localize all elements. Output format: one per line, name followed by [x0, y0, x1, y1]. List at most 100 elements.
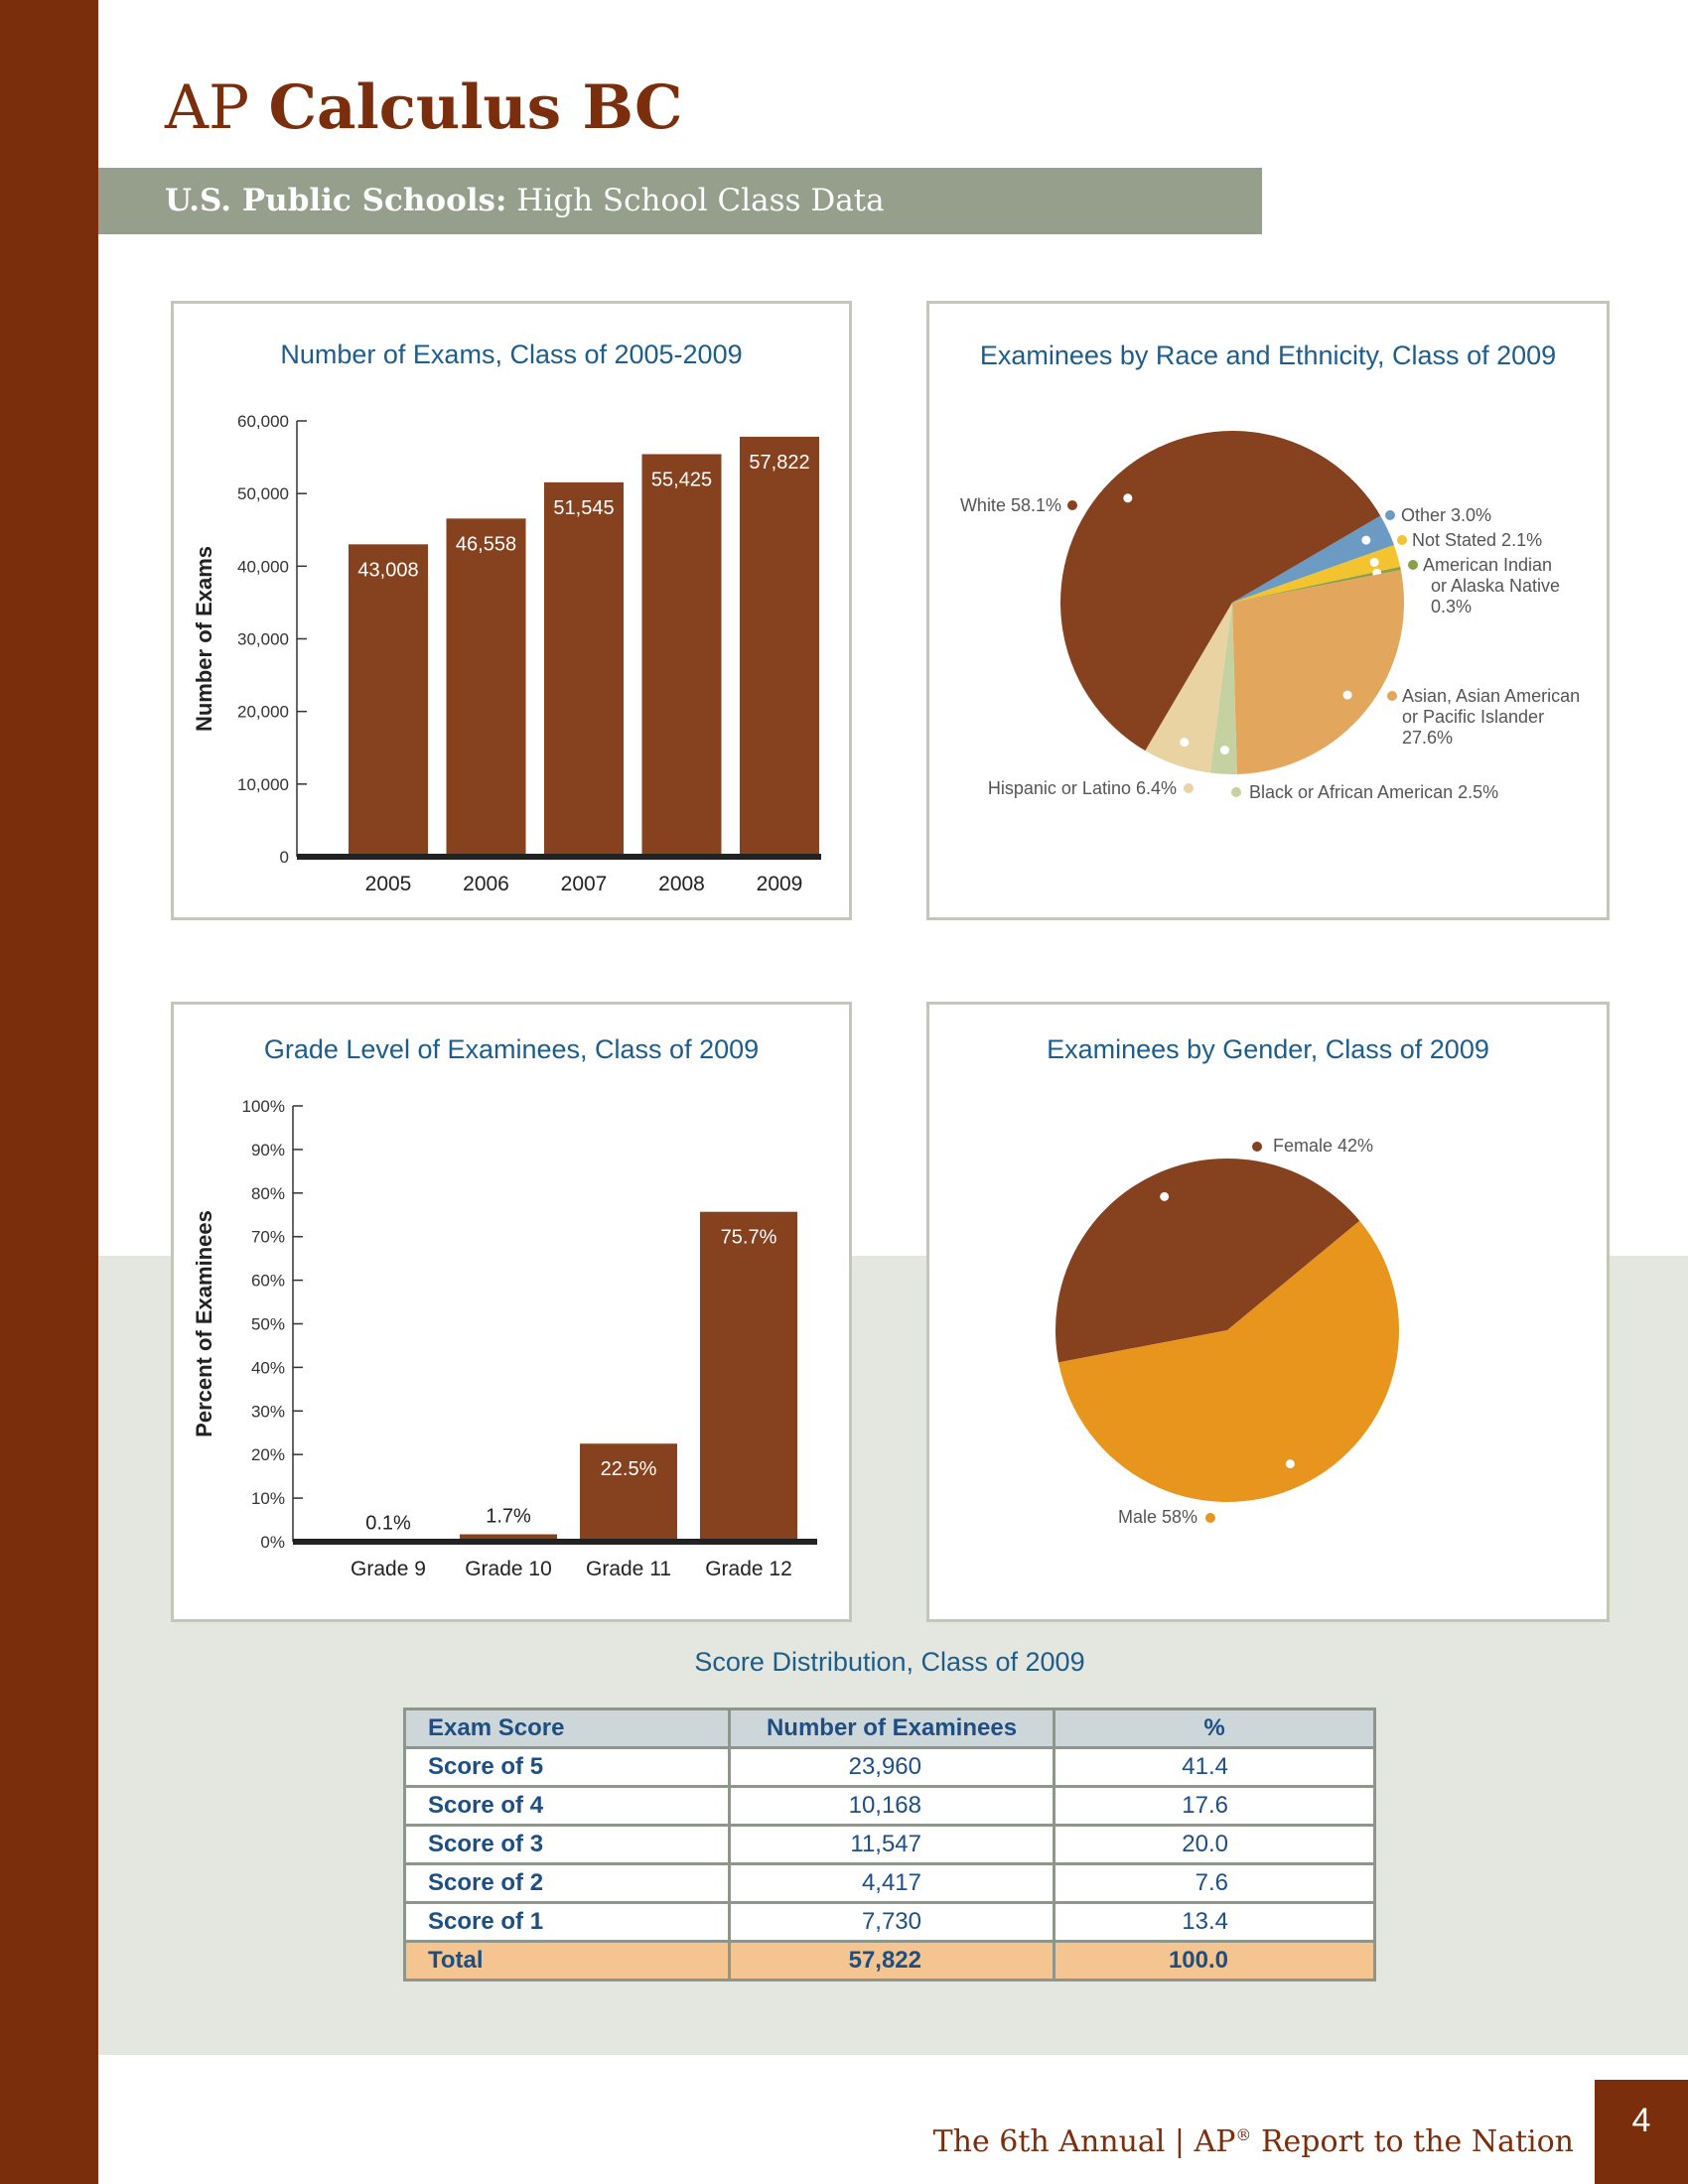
pie-slice — [1232, 570, 1404, 774]
slice-marker — [1123, 493, 1133, 503]
title-main: Calculus BC — [268, 72, 683, 143]
legend-dot — [1205, 1513, 1215, 1523]
x-tick-label: Grade 11 — [586, 1558, 671, 1580]
y-tick-label: 60% — [251, 1272, 285, 1291]
pie-slice — [1209, 603, 1237, 774]
y-tick-label: 10% — [251, 1489, 285, 1508]
table-row: Score of 5 23,960 41.4 — [403, 1746, 1376, 1788]
y-tick-label: 30,000 — [237, 630, 289, 649]
legend-dot — [1184, 783, 1194, 793]
table-row: Score of 1 7,730 13.4 — [403, 1901, 1376, 1943]
slice-label: Female 42% — [1273, 1136, 1373, 1156]
pie-slice — [1232, 515, 1394, 603]
column-header: % — [1053, 1707, 1376, 1749]
y-tick-label: 90% — [251, 1141, 285, 1160]
bar — [700, 1211, 797, 1542]
y-tick-label: 20% — [251, 1445, 285, 1464]
subtitle-rest: High School Class Data — [516, 183, 885, 218]
report-footer: The 6th Annual | AP® Report to the Natio… — [933, 2124, 1574, 2159]
page-title: AP Calculus BC — [165, 77, 683, 138]
y-tick-label: 10,000 — [237, 775, 289, 794]
bar — [544, 481, 624, 857]
table-cell: 11,547 — [728, 1824, 1055, 1865]
bar — [349, 544, 428, 857]
y-tick-label: 100% — [242, 1097, 285, 1116]
slice-marker — [1160, 1191, 1170, 1201]
gender-chart-panel: Examinees by Gender, Class of 2009 Femal… — [926, 1002, 1610, 1622]
bar-value-label: 1.7% — [486, 1506, 531, 1528]
legend-dot — [1408, 560, 1418, 570]
pie-slice — [1055, 1159, 1360, 1363]
bar — [580, 1443, 677, 1542]
bar-value-label: 46,558 — [456, 533, 516, 555]
slice-label: American Indian — [1423, 555, 1552, 575]
legend-dot — [1067, 500, 1077, 510]
footer-part2: Report to the Nation — [1251, 2124, 1574, 2159]
exams-chart-title: Number of Exams, Class of 2005-2009 — [280, 340, 743, 369]
bar — [740, 436, 819, 857]
y-tick-label: 30% — [251, 1402, 285, 1421]
table-cell: 57,822 — [728, 1940, 1055, 1981]
slice-label: Male 58% — [1118, 1507, 1197, 1527]
slice-label: 27.6% — [1402, 728, 1453, 748]
page-subtitle: U.S. Public Schools: High School Class D… — [165, 184, 885, 217]
y-tick-label: 40,000 — [237, 557, 289, 576]
legend-dot — [1231, 787, 1241, 797]
subtitle-bold: U.S. Public Schools: — [165, 183, 507, 218]
slice-marker — [1342, 690, 1352, 700]
page-number: 4 — [1595, 2080, 1688, 2184]
slice-label: or Pacific Islander — [1402, 707, 1544, 727]
table-cell: 10,168 — [728, 1785, 1055, 1827]
title-prefix: AP — [165, 72, 250, 143]
bar — [446, 518, 526, 857]
left-color-bar — [0, 0, 98, 2184]
table-cell: 23,960 — [728, 1746, 1055, 1788]
x-axis-baseline — [297, 854, 821, 860]
column-header: Exam Score — [403, 1707, 731, 1749]
y-axis-title: Number of Exams — [192, 546, 216, 732]
slice-label: White 58.1% — [960, 495, 1061, 515]
bar — [641, 454, 722, 857]
y-tick-label: 20,000 — [237, 703, 289, 722]
table-cell: 4,417 — [728, 1862, 1055, 1904]
gender-chart-title: Examinees by Gender, Class of 2009 — [1047, 1034, 1489, 1064]
y-tick-label: 60,000 — [237, 412, 289, 431]
bar-value-label: 0.1% — [365, 1513, 411, 1535]
x-tick-label: Grade 10 — [465, 1558, 552, 1580]
exams-chart-panel: Number of Exams, Class of 2005-2009 0 10,… — [171, 301, 852, 920]
x-tick-label: 2006 — [463, 873, 509, 895]
pie-slice — [1232, 566, 1401, 603]
table-cell: Score of 2 — [403, 1862, 731, 1904]
table-cell: Score of 4 — [403, 1785, 731, 1827]
registered-mark: ® — [1235, 2125, 1252, 2144]
pie-slice — [1145, 603, 1232, 773]
table-cell: 7.6 — [1053, 1862, 1376, 1904]
bar-value-label: 22.5% — [601, 1458, 657, 1480]
slice-label: Asian, Asian American — [1402, 686, 1580, 706]
slice-marker — [1369, 557, 1379, 567]
column-header: Number of Examinees — [728, 1707, 1055, 1749]
x-tick-label: Grade 12 — [705, 1558, 792, 1580]
table-cell: 17.6 — [1053, 1785, 1376, 1827]
gender-pie-chart: Female 42% Male 58% — [1055, 1136, 1399, 1527]
table-cell: 100.0 — [1053, 1940, 1376, 1981]
table-cell: Score of 1 — [403, 1901, 731, 1943]
y-tick-label: 0% — [260, 1533, 285, 1552]
bar — [460, 1534, 557, 1542]
table-cell: Score of 3 — [403, 1824, 731, 1865]
pie-slice — [1060, 431, 1381, 751]
bar-value-label: 75.7% — [721, 1227, 777, 1249]
x-axis-baseline — [293, 1539, 817, 1545]
grade-chart-panel: Grade Level of Examinees, Class of 2009 … — [171, 1002, 852, 1622]
score-table-title: Score Distribution, Class of 2009 — [694, 1647, 1085, 1677]
table-row: Score of 2 4,417 7.6 — [403, 1862, 1376, 1904]
bar-value-label: 55,425 — [651, 469, 712, 490]
slice-label: or Alaska Native — [1431, 576, 1560, 596]
grade-chart-title: Grade Level of Examinees, Class of 2009 — [263, 1034, 760, 1064]
race-chart-title: Examinees by Race and Ethnicity, Class o… — [979, 341, 1557, 370]
grade-bar-chart: 0% 10% 20% 30% 40% 50% 60% 70% 80% 90% 100% Percent… — [192, 1097, 817, 1580]
score-distribution-table: Exam Score Number of Examinees % Score o… — [403, 1707, 1376, 1981]
slice-label: Not Stated 2.1% — [1412, 530, 1542, 550]
x-tick-label: 2005 — [365, 873, 412, 895]
y-tick-label: 50,000 — [237, 484, 289, 503]
